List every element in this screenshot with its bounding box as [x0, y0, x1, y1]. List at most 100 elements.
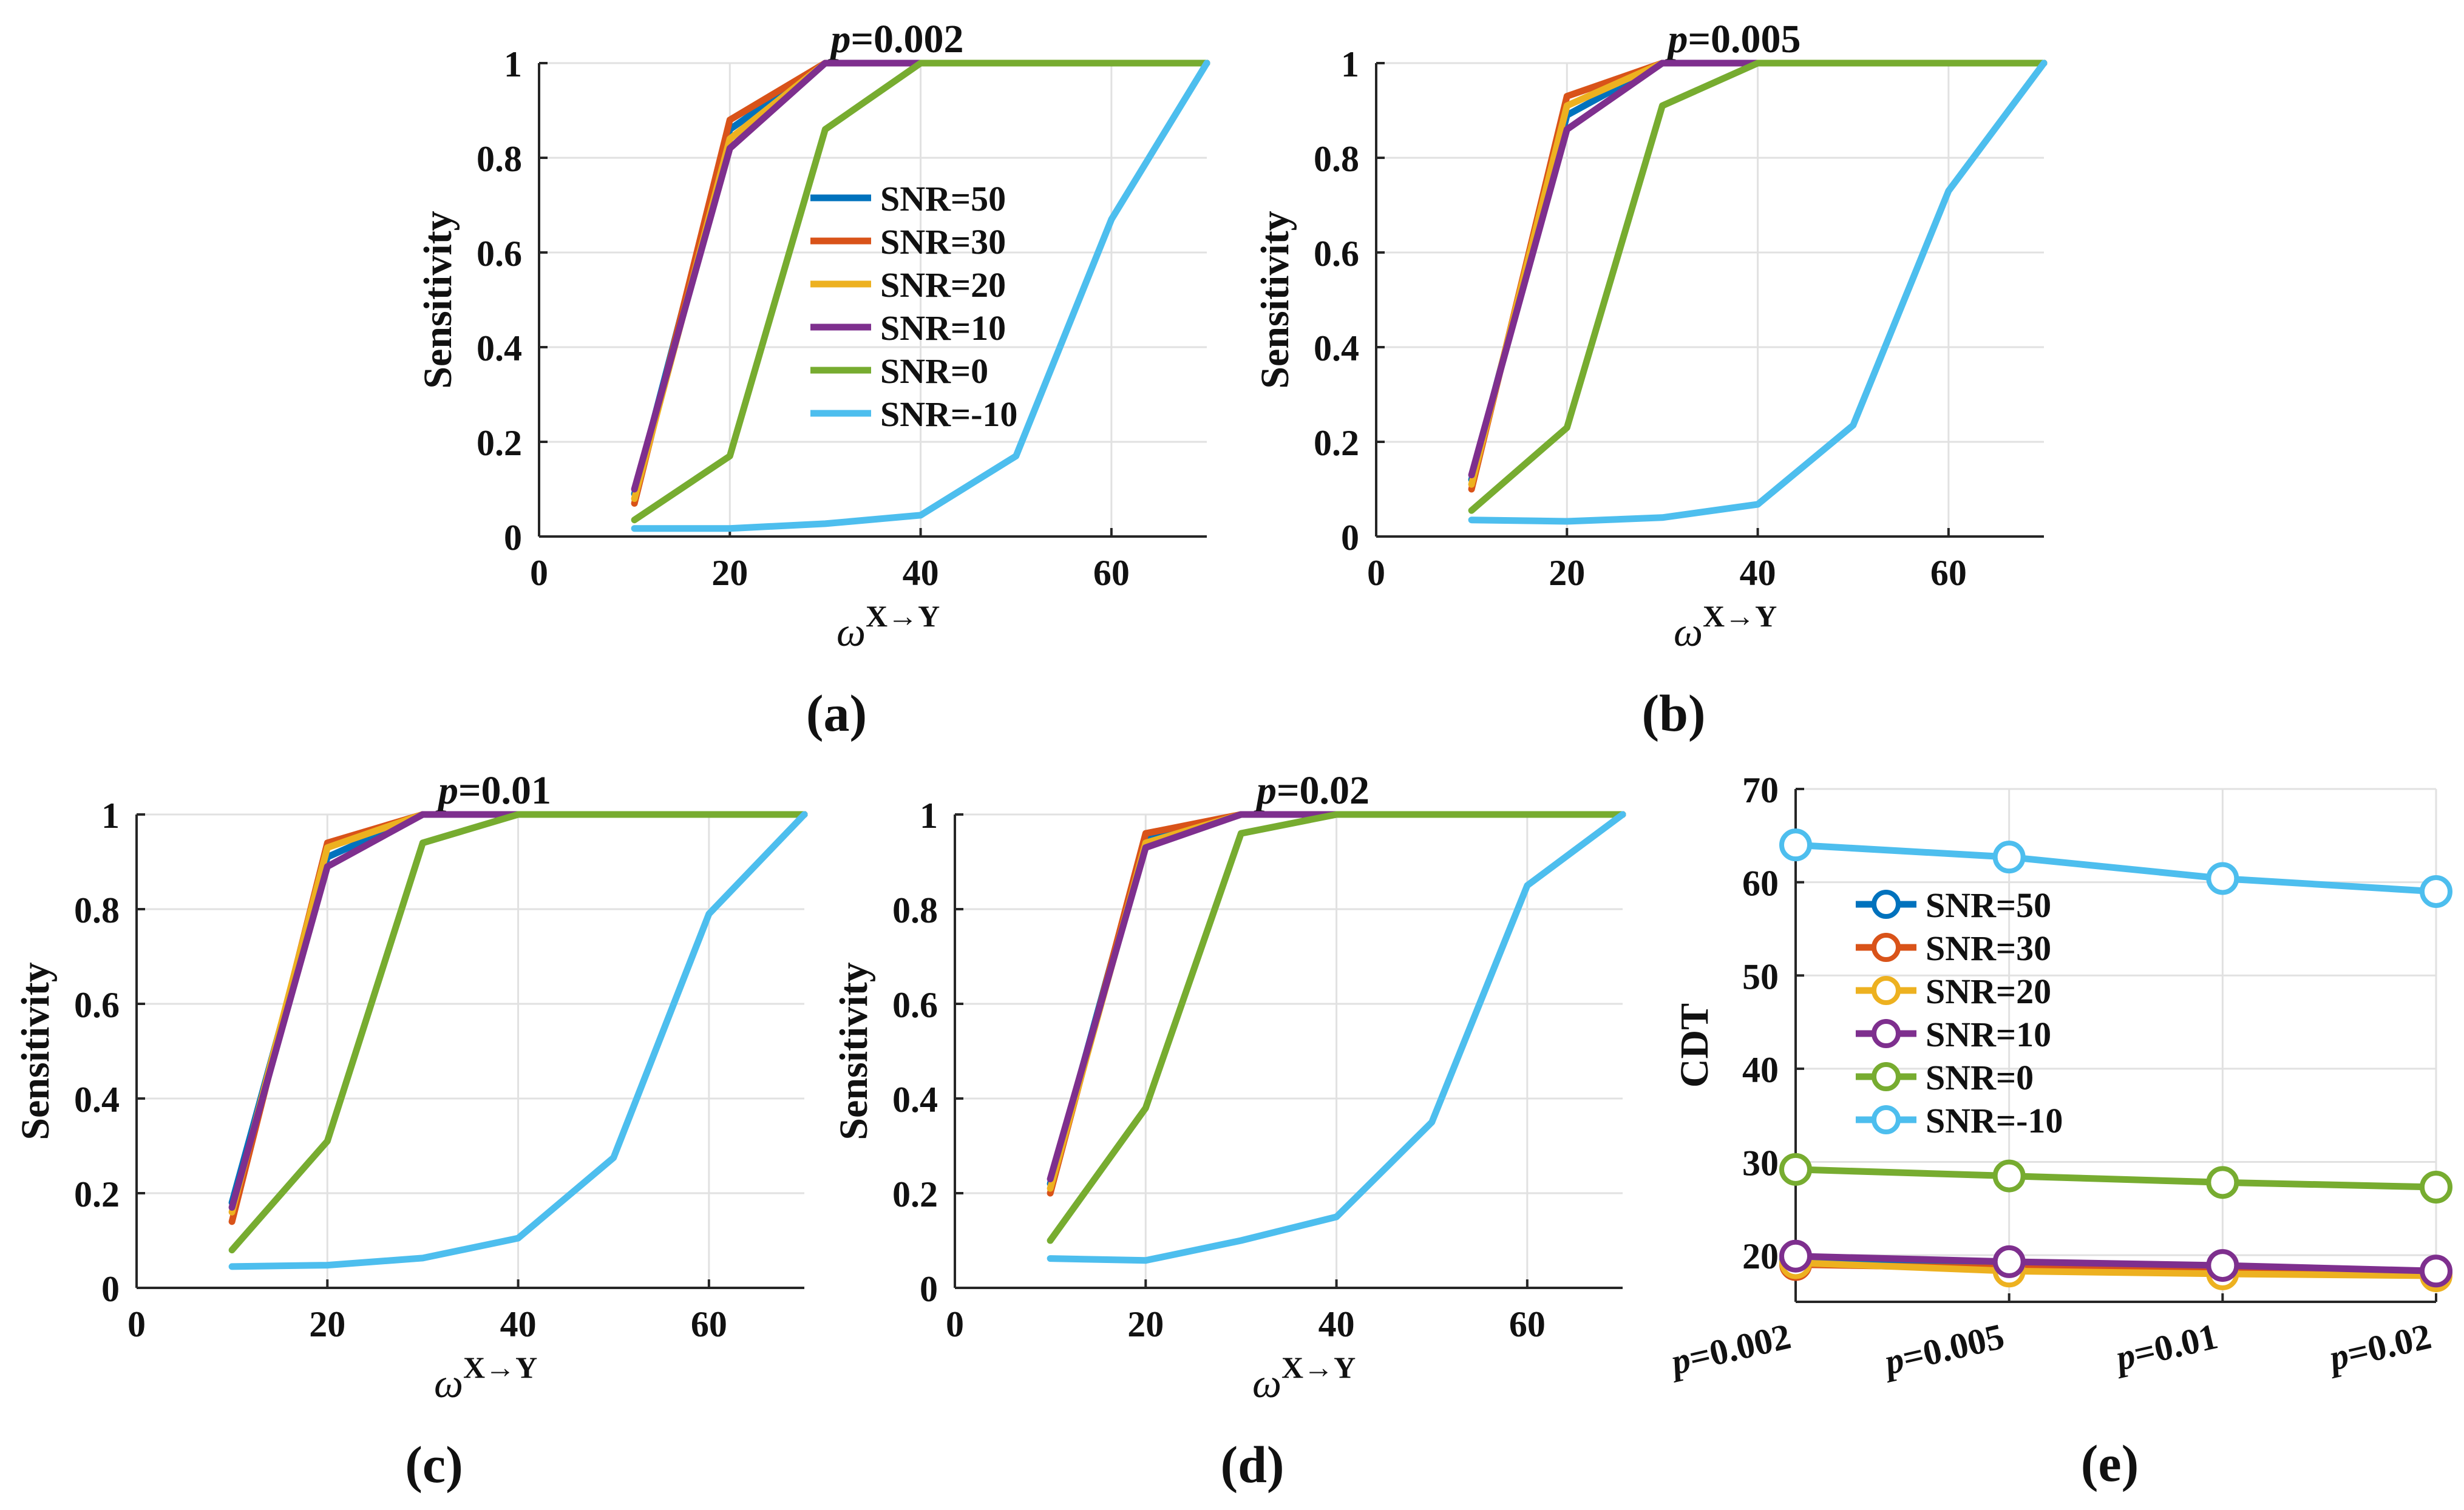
x-tick-label: 60 [1509, 1304, 1546, 1344]
panel-b: 0 0.2 0.4 0.6 0.8 1 0 20 40 60 Sensitivity ωX→Y p=0.… [1253, 17, 2048, 742]
chart-title-value: =0.01 [458, 768, 551, 813]
x-tick-label: 20 [711, 553, 748, 593]
y-axis-label: Sensitivity [13, 962, 58, 1140]
legend-item: SNR=0 [1856, 1058, 2034, 1097]
legend-label: SNR=10 [880, 308, 1006, 348]
y-tick-label: 20 [1742, 1236, 1779, 1276]
x-tick-label-value: =0.002 [1685, 1316, 1794, 1378]
series-line [1468, 59, 2048, 525]
x-tick-label-value: =0.02 [2343, 1316, 2434, 1374]
legend-item: SNR=50 [810, 179, 1006, 218]
panel-c: 0 0.2 0.4 0.6 0.8 1 0 20 40 60 Sensitivity ωX→Y p=0.… [13, 768, 808, 1494]
x-tick-label: p=0.02 [2323, 1316, 2435, 1378]
y-axis-label: CDT [1672, 1003, 1717, 1088]
chart-title-var: p [1665, 17, 1688, 61]
x-tick-label: 60 [691, 1304, 727, 1344]
x-axis-label-base: ω [837, 609, 866, 655]
y-tick-label: 40 [1742, 1050, 1779, 1090]
x-axis-label-sup: X→Y [1281, 1350, 1356, 1384]
chart-title-var: p [435, 768, 458, 813]
data-point [2420, 875, 2452, 908]
chart-title: p=0.002 [827, 17, 963, 61]
y-tick-label: 0 [101, 1269, 120, 1309]
data-point [1992, 841, 2026, 874]
series-SNR=0 [631, 59, 1210, 524]
series-SNR=-10 [631, 59, 1210, 532]
y-tick-label: 0 [1341, 518, 1359, 558]
x-tick-label: 0 [946, 1304, 964, 1344]
legend-item: SNR=10 [1856, 1015, 2051, 1054]
y-tick-label: 0.2 [74, 1174, 120, 1214]
panel-a: 0 0.2 0.4 0.6 0.8 1 0 20 40 60 Sensitivity ωX→Y p=0.… [416, 17, 1210, 742]
x-tick-label: 60 [1930, 553, 1967, 593]
series-line [1047, 811, 1626, 1244]
chart-title: p=0.01 [435, 768, 551, 813]
chart-title: p=0.02 [1254, 768, 1369, 813]
grid [135, 813, 804, 1289]
series-line [1468, 59, 2048, 514]
series-SNR=0 [1047, 811, 1626, 1244]
x-tick-label: 0 [1367, 553, 1385, 593]
grid [1794, 788, 2437, 1302]
x-tick-label-value: =0.005 [1899, 1316, 2008, 1378]
x-tick-label: 40 [1319, 1304, 1355, 1344]
legend-item: SNR=50 [1856, 885, 2051, 925]
data-point [2206, 1166, 2239, 1199]
legend-label: SNR=50 [880, 179, 1006, 218]
series-SNR=-10 [1779, 828, 2452, 908]
y-tick-label: 1 [1341, 44, 1359, 84]
y-tick-label: 0.8 [892, 890, 938, 930]
x-tick-label: 40 [500, 1304, 537, 1344]
series-SNR=10 [1779, 1239, 2452, 1288]
data-point [1992, 1159, 2026, 1193]
data-point [1992, 1245, 2026, 1278]
series-line [1792, 1166, 2440, 1191]
series-SNR=0 [1468, 59, 2048, 514]
legend-label: SNR=-10 [1926, 1101, 2063, 1140]
legend-item: SNR=-10 [1856, 1101, 2063, 1140]
legend-item: SNR=0 [810, 351, 988, 391]
legend-label: SNR=20 [1926, 972, 2051, 1011]
series-line [1792, 841, 2440, 895]
legend-marker [1872, 976, 1901, 1005]
data-point [1779, 828, 1812, 862]
x-tick-label: 20 [309, 1304, 345, 1344]
data-point [1779, 1239, 1812, 1273]
legend-marker [1872, 1062, 1901, 1091]
chart-title: p=0.005 [1665, 17, 1800, 61]
data-point [2420, 1254, 2452, 1288]
y-tick-label: 0.8 [477, 139, 522, 179]
y-tick-label: 0.6 [74, 985, 120, 1025]
y-tick-label: 50 [1742, 956, 1779, 997]
series-line [631, 59, 1210, 524]
series-line [1792, 1253, 2440, 1275]
y-tick-label: 0.2 [477, 423, 522, 463]
panel-label: (a) [806, 684, 867, 742]
chart-title-var: p [1254, 768, 1277, 813]
panel-label: (e) [2081, 1434, 2139, 1492]
y-tick-label: 0.4 [892, 1080, 938, 1120]
grid [954, 813, 1623, 1289]
x-tick-label: 0 [127, 1304, 146, 1344]
y-tick-label: 0.4 [74, 1080, 120, 1120]
series-SNR=-10 [1047, 811, 1626, 1264]
y-tick-label: 0.6 [892, 985, 938, 1025]
legend-item: SNR=20 [1856, 972, 2051, 1011]
x-axis-label-sup: X→Y [866, 599, 940, 633]
legend-label: SNR=0 [880, 351, 988, 391]
data-point [1779, 1153, 1812, 1186]
x-tick-label: 40 [903, 553, 939, 593]
y-tick-label: 0 [504, 518, 522, 558]
x-axis-label-base: ω [1674, 609, 1703, 655]
y-tick-label: 0.4 [1314, 328, 1359, 368]
series-line [1047, 811, 1626, 1264]
panel-label: (b) [1641, 684, 1705, 742]
series-line [631, 59, 1210, 532]
data-point [2420, 1171, 2452, 1204]
legend-label: SNR=30 [880, 222, 1006, 262]
series-SNR=0 [228, 811, 808, 1254]
x-axis-label-base: ω [434, 1360, 463, 1406]
